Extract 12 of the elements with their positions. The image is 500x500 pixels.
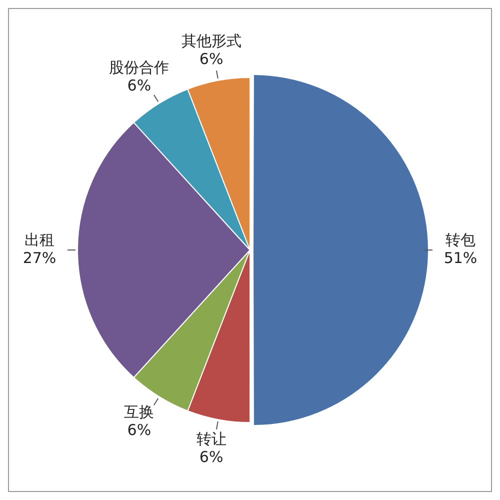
slice-label: 转包	[446, 230, 476, 249]
data-label: 6%	[127, 421, 152, 440]
data-label: 51%	[444, 248, 478, 267]
slice-label: 其他形式	[181, 32, 242, 50]
data-label: 6%	[127, 76, 152, 95]
data-label: 6%	[199, 50, 224, 68]
slice-label: 出租	[24, 230, 54, 249]
slice-label: 互换	[124, 403, 154, 422]
slice-label: 转让	[196, 430, 226, 448]
slice-label: 股份合作	[109, 58, 170, 77]
data-label: 6%	[199, 448, 224, 466]
data-label: 27%	[22, 248, 56, 267]
